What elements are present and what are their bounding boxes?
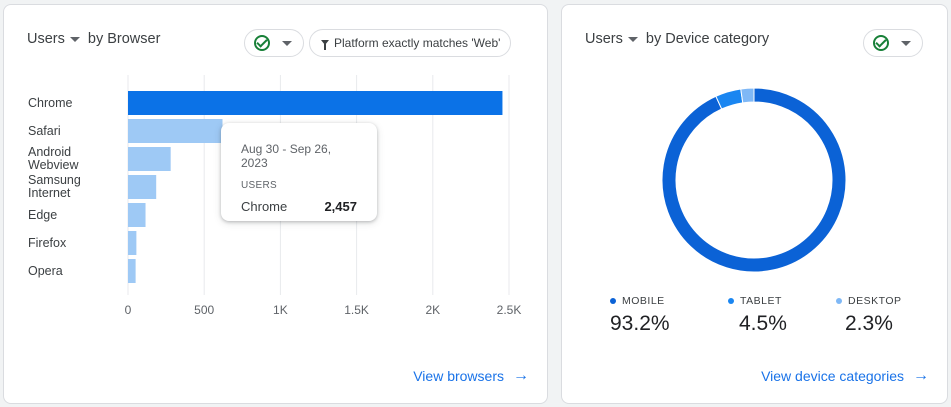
donut-slice[interactable] <box>661 87 847 273</box>
dimension-label: by Browser <box>87 31 161 47</box>
donut-slice[interactable] <box>740 87 755 104</box>
bar[interactable] <box>128 231 137 255</box>
legend-item-tablet: TABLET 4.5% <box>728 295 787 336</box>
bar[interactable] <box>128 91 503 115</box>
device-card-title: Users by Device category <box>585 31 769 47</box>
chart-tooltip: Aug 30 - Sep 26, 2023 USERS Chrome 2,457 <box>221 123 377 221</box>
metric-selector[interactable]: Users <box>585 31 623 47</box>
category-label: Samsung Internet <box>28 173 81 200</box>
category-label: Firefox <box>28 236 67 250</box>
check-circle-icon <box>873 35 889 51</box>
category-label: Chrome <box>28 96 73 110</box>
arrow-right-icon: → <box>513 367 529 384</box>
browser-bar-chart: 0 500 1K 1.5K 2K 2.5K Chrome Safari Android Webvi… <box>28 75 522 317</box>
browser-card-title: Users by Browser <box>27 31 160 47</box>
device-card: Users by Device category MOBILE 93.2% TA… <box>561 4 948 404</box>
category-label: Safari <box>28 124 61 138</box>
metric-selector[interactable]: Users <box>27 31 65 47</box>
filter-chip-label: Platform exactly matches 'Web' <box>334 36 501 50</box>
legend-label: DESKTOP <box>848 295 902 307</box>
bar[interactable] <box>128 175 157 199</box>
view-browsers-link[interactable]: View browsers → <box>413 367 529 385</box>
legend-value: 2.3% <box>845 312 893 335</box>
device-donut-chart <box>661 87 847 273</box>
tooltip-name: Chrome <box>241 199 288 214</box>
x-tick-label: 0 <box>125 303 132 317</box>
legend-item-mobile: MOBILE 93.2% <box>610 295 670 336</box>
legend-value: 4.5% <box>739 312 787 335</box>
category-label: Android Webview <box>28 145 79 172</box>
x-tick-label: 1K <box>273 303 288 317</box>
tooltip-value: 2,457 <box>324 199 357 214</box>
category-label: Opera <box>28 264 63 278</box>
comparison-toggle-button[interactable] <box>863 29 923 57</box>
legend-label: MOBILE <box>622 295 665 307</box>
legend-dot <box>728 298 734 304</box>
legend-dot <box>610 298 616 304</box>
filter-chip[interactable]: Platform exactly matches 'Web' <box>309 29 512 57</box>
tooltip-date: Aug 30 - Sep 26, 2023 <box>241 142 332 170</box>
bar[interactable] <box>128 119 223 143</box>
bar[interactable] <box>128 259 136 283</box>
bar[interactable] <box>128 147 171 171</box>
legend-value: 93.2% <box>610 312 670 335</box>
comparison-toggle-button[interactable] <box>244 29 304 57</box>
metric-dropdown-icon[interactable] <box>627 36 638 42</box>
view-device-categories-label: View device categories <box>761 368 904 384</box>
arrow-right-icon: → <box>913 367 929 384</box>
chevron-down-icon <box>282 40 292 46</box>
filter-icon <box>321 39 329 50</box>
browser-card: Users by Browser Platform exactly matche… <box>3 4 548 404</box>
dimension-label: by Device category <box>645 31 770 47</box>
x-tick-label: 500 <box>194 303 214 317</box>
x-tick-label: 2.5K <box>497 303 522 317</box>
legend-label: TABLET <box>740 295 782 307</box>
x-tick-label: 1.5K <box>344 303 369 317</box>
category-label: Edge <box>28 208 57 222</box>
donut-slice[interactable] <box>715 88 744 110</box>
chevron-down-icon <box>901 40 911 46</box>
view-browsers-label: View browsers <box>413 368 504 384</box>
bar[interactable] <box>128 203 146 227</box>
metric-dropdown-icon[interactable] <box>69 36 80 42</box>
legend-dot <box>836 298 842 304</box>
legend-item-desktop: DESKTOP 2.3% <box>836 295 902 336</box>
view-device-categories-link[interactable]: View device categories → <box>761 367 929 385</box>
tooltip-metric: USERS <box>241 180 277 191</box>
x-tick-label: 2K <box>425 303 440 317</box>
check-circle-icon <box>254 35 270 51</box>
